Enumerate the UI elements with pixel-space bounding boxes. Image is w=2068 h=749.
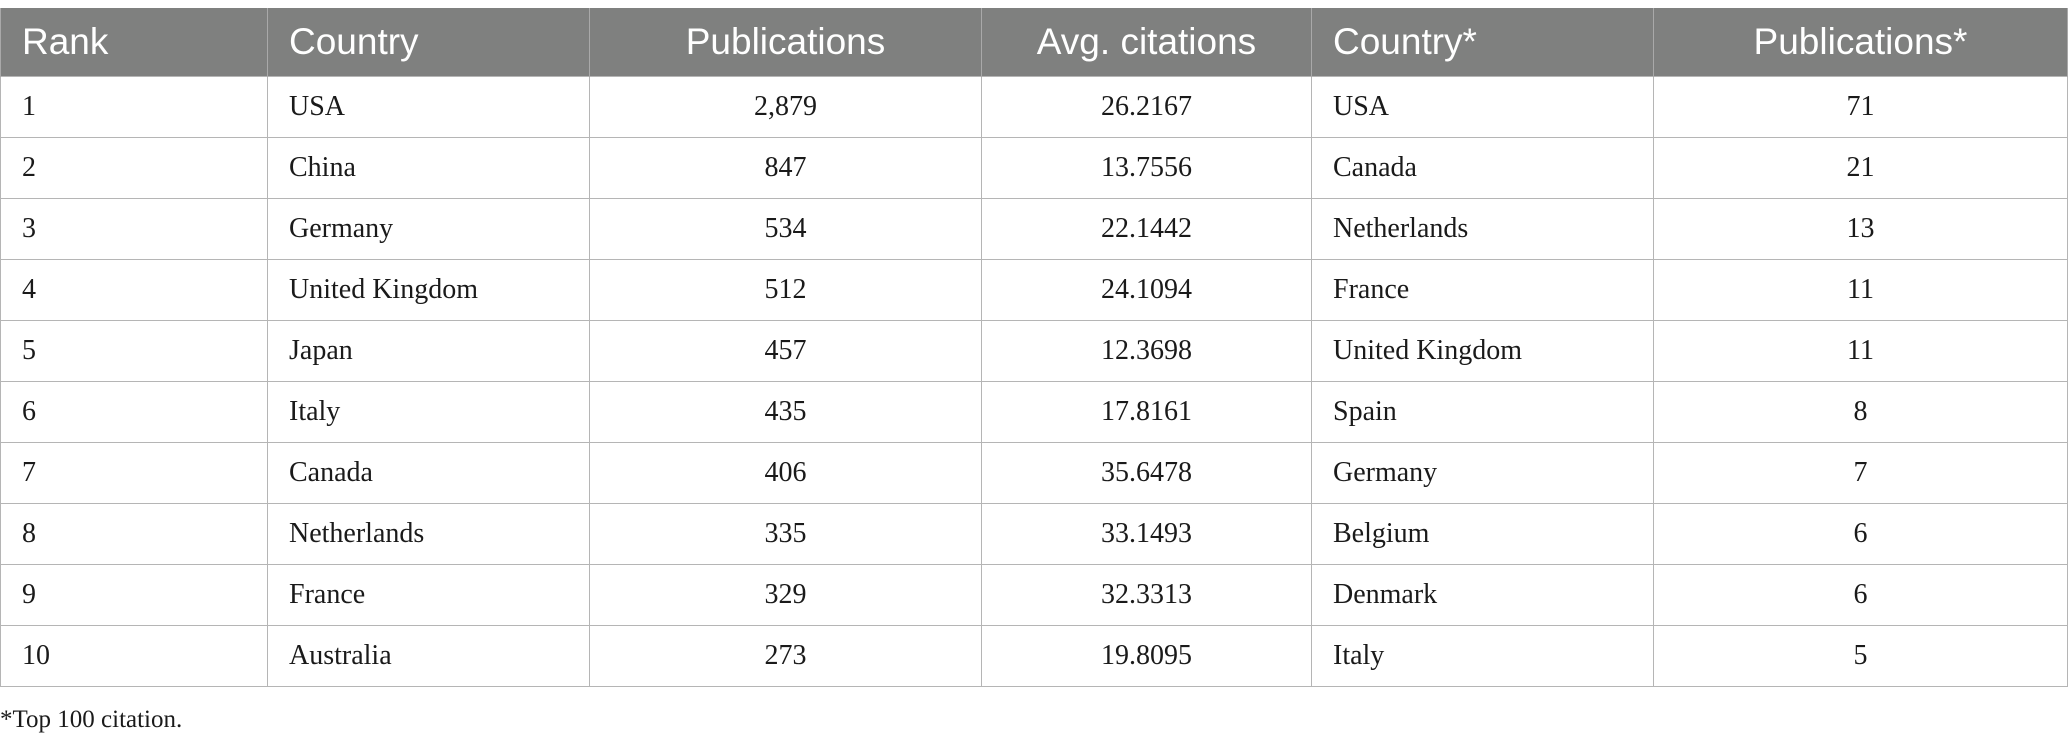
header-country: Country [267, 8, 590, 77]
table-row: 4 United Kingdom 512 24.1094 France 11 [0, 259, 2068, 321]
table-row: 10 Australia 273 19.8095 Italy 5 [0, 625, 2068, 687]
table-row: 6 Italy 435 17.8161 Spain 8 [0, 381, 2068, 443]
country-top100-cell: Spain [1311, 381, 1654, 443]
publications-top100-cell: 5 [1653, 625, 2068, 687]
country-cell: Australia [267, 625, 590, 687]
publications-top100-cell: 21 [1653, 137, 2068, 199]
table-row: 1 USA 2,879 26.2167 USA 71 [0, 76, 2068, 138]
rank-cell: 7 [0, 442, 268, 504]
publications-top100-cell: 13 [1653, 198, 2068, 260]
country-cell: Germany [267, 198, 590, 260]
publications-cell: 335 [589, 503, 982, 565]
country-top100-cell: Canada [1311, 137, 1654, 199]
table-row: 5 Japan 457 12.3698 United Kingdom 11 [0, 320, 2068, 382]
avg-citations-cell: 13.7556 [981, 137, 1312, 199]
publications-cell: 329 [589, 564, 982, 626]
publications-cell: 534 [589, 198, 982, 260]
avg-citations-cell: 26.2167 [981, 76, 1312, 138]
table-row: 7 Canada 406 35.6478 Germany 7 [0, 442, 2068, 504]
rank-cell: 4 [0, 259, 268, 321]
country-top100-cell: United Kingdom [1311, 320, 1654, 382]
country-top100-cell: Belgium [1311, 503, 1654, 565]
avg-citations-cell: 19.8095 [981, 625, 1312, 687]
country-cell: France [267, 564, 590, 626]
country-cell: Japan [267, 320, 590, 382]
country-top100-cell: Netherlands [1311, 198, 1654, 260]
table-row: 8 Netherlands 335 33.1493 Belgium 6 [0, 503, 2068, 565]
table-row: 2 China 847 13.7556 Canada 21 [0, 137, 2068, 199]
rank-cell: 9 [0, 564, 268, 626]
avg-citations-cell: 24.1094 [981, 259, 1312, 321]
publications-cell: 457 [589, 320, 982, 382]
country-top100-cell: Italy [1311, 625, 1654, 687]
header-publications: Publications [589, 8, 982, 77]
publications-top100-cell: 8 [1653, 381, 2068, 443]
table-row: 3 Germany 534 22.1442 Netherlands 13 [0, 198, 2068, 260]
avg-citations-cell: 22.1442 [981, 198, 1312, 260]
avg-citations-cell: 35.6478 [981, 442, 1312, 504]
rank-cell: 5 [0, 320, 268, 382]
rank-cell: 2 [0, 137, 268, 199]
header-country-top100: Country* [1311, 8, 1654, 77]
publications-top100-cell: 7 [1653, 442, 2068, 504]
country-cell: Italy [267, 381, 590, 443]
country-table-container: Rank Country Publications Avg. citations… [0, 8, 2068, 687]
header-avg-citations: Avg. citations [981, 8, 1312, 77]
header-rank: Rank [0, 8, 268, 77]
rank-cell: 6 [0, 381, 268, 443]
country-cell: Netherlands [267, 503, 590, 565]
publications-top100-cell: 11 [1653, 259, 2068, 321]
publications-top100-cell: 71 [1653, 76, 2068, 138]
country-cell: Canada [267, 442, 590, 504]
country-top100-cell: France [1311, 259, 1654, 321]
table-body: 1 USA 2,879 26.2167 USA 71 2 China 847 13.7556 Can… [0, 76, 2068, 687]
header-row: Rank Country Publications Avg. citations… [0, 8, 2068, 77]
avg-citations-cell: 32.3313 [981, 564, 1312, 626]
publications-cell: 2,879 [589, 76, 982, 138]
publications-cell: 512 [589, 259, 982, 321]
publications-cell: 435 [589, 381, 982, 443]
country-publications-table: Rank Country Publications Avg. citations… [0, 8, 2068, 687]
avg-citations-cell: 17.8161 [981, 381, 1312, 443]
table-header: Rank Country Publications Avg. citations… [0, 8, 2068, 77]
avg-citations-cell: 12.3698 [981, 320, 1312, 382]
header-publications-top100: Publications* [1653, 8, 2068, 77]
country-cell: China [267, 137, 590, 199]
publications-top100-cell: 6 [1653, 564, 2068, 626]
rank-cell: 10 [0, 625, 268, 687]
avg-citations-cell: 33.1493 [981, 503, 1312, 565]
rank-cell: 1 [0, 76, 268, 138]
country-top100-cell: Germany [1311, 442, 1654, 504]
table-row: 9 France 329 32.3313 Denmark 6 [0, 564, 2068, 626]
rank-cell: 8 [0, 503, 268, 565]
table-footnote: *Top 100 citation. [0, 706, 183, 733]
country-cell: United Kingdom [267, 259, 590, 321]
publications-cell: 406 [589, 442, 982, 504]
publications-top100-cell: 11 [1653, 320, 2068, 382]
publications-cell: 273 [589, 625, 982, 687]
country-top100-cell: USA [1311, 76, 1654, 138]
country-cell: USA [267, 76, 590, 138]
publications-cell: 847 [589, 137, 982, 199]
country-top100-cell: Denmark [1311, 564, 1654, 626]
publications-top100-cell: 6 [1653, 503, 2068, 565]
rank-cell: 3 [0, 198, 268, 260]
